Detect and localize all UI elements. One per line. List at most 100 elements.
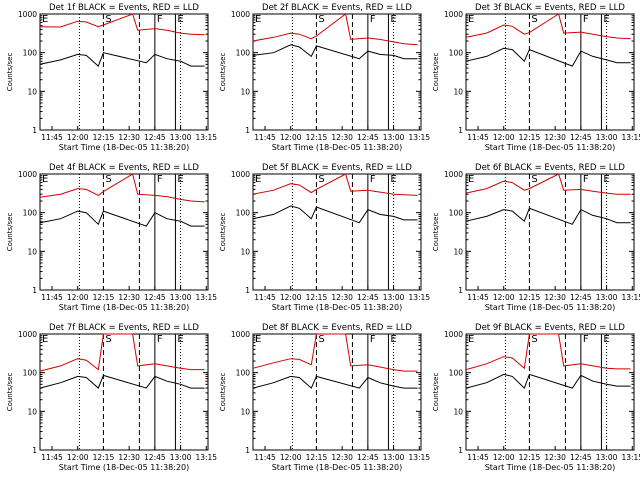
event-marker-label: E — [255, 14, 261, 25]
x-tick-label: 12:45 — [357, 133, 379, 142]
x-tick-label: 12:45 — [144, 293, 166, 302]
lld-series-line — [465, 13, 631, 40]
events-series-line — [252, 375, 418, 389]
x-tick-label: 12:00 — [493, 133, 515, 142]
event-marker-label: S — [105, 174, 111, 185]
event-marker-label: E — [390, 334, 396, 345]
x-axis-label: Start Time (18-Dec-05 11:38:20) — [272, 143, 403, 152]
y-tick-label: 1000 — [444, 10, 463, 19]
y-tick-label: 10 — [453, 407, 463, 416]
events-series-line — [39, 374, 205, 389]
x-tick-label: 12:30 — [544, 133, 566, 142]
x-tick-label: 13:15 — [408, 453, 430, 462]
events-series-line — [39, 210, 205, 227]
y-tick-label: 1 — [458, 126, 463, 135]
x-tick-label: 11:45 — [41, 133, 63, 142]
x-tick-label: 13:15 — [408, 133, 430, 142]
chart-title: Det 3f BLACK = Events, RED = LLD — [475, 3, 625, 13]
chart-title: Det 9f BLACK = Events, RED = LLD — [475, 323, 625, 333]
y-tick-label: 1000 — [231, 170, 250, 179]
event-marker-label: F — [583, 14, 589, 25]
x-tick-label: 13:00 — [383, 133, 405, 142]
x-tick-label: 11:45 — [254, 293, 276, 302]
y-axis-label: Counts/sec — [219, 213, 227, 252]
plot-frame — [252, 173, 422, 291]
y-tick-label: 1 — [458, 286, 463, 295]
x-tick-label: 12:00 — [493, 453, 515, 462]
event-marker-label: E — [42, 14, 48, 25]
event-marker-label: E — [42, 174, 48, 185]
x-tick-label: 11:45 — [467, 133, 489, 142]
event-marker-label: F — [157, 14, 163, 25]
event-marker-label: S — [531, 14, 537, 25]
x-tick-label: 12:45 — [357, 293, 379, 302]
y-tick-label: 10 — [27, 87, 37, 96]
x-tick-label: 12:00 — [280, 453, 302, 462]
x-axis-label: Start Time (18-Dec-05 11:38:20) — [485, 463, 616, 472]
plot-frame — [39, 333, 209, 451]
chart-title: Det 2f BLACK = Events, RED = LLD — [262, 3, 412, 13]
event-marker-label: E — [603, 14, 609, 25]
chart-title: Det 1f BLACK = Events, RED = LLD — [49, 3, 199, 13]
y-tick-label: 100 — [236, 209, 251, 218]
x-axis-label: Start Time (18-Dec-05 11:38:20) — [485, 303, 616, 312]
lld-series-line — [465, 333, 631, 371]
events-series-line — [252, 205, 418, 224]
x-axis-label: Start Time (18-Dec-05 11:38:20) — [59, 463, 190, 472]
x-tick-label: 12:15 — [93, 453, 115, 462]
chart-title: Det 6f BLACK = Events, RED = LLD — [475, 163, 625, 173]
x-tick-label: 12:00 — [67, 293, 89, 302]
x-tick-label: 12:15 — [93, 133, 115, 142]
event-marker-label: S — [105, 334, 111, 345]
event-marker-label: F — [157, 174, 163, 185]
x-tick-label: 12:15 — [306, 453, 328, 462]
event-marker-label: S — [318, 174, 324, 185]
event-marker-label: F — [157, 334, 163, 345]
x-tick-label: 12:30 — [331, 293, 353, 302]
plot-frame — [252, 333, 422, 451]
event-marker-label: E — [468, 334, 474, 345]
x-tick-label: 11:45 — [254, 453, 276, 462]
y-tick-label: 100 — [236, 49, 251, 58]
x-tick-label: 11:45 — [254, 133, 276, 142]
x-tick-label: 12:30 — [544, 453, 566, 462]
x-tick-label: 13:00 — [383, 453, 405, 462]
x-tick-label: 12:00 — [280, 133, 302, 142]
x-tick-label: 13:15 — [621, 133, 640, 142]
y-tick-label: 1 — [458, 446, 463, 455]
x-tick-label: 12:30 — [118, 293, 140, 302]
x-tick-label: 12:30 — [118, 133, 140, 142]
event-marker-label: F — [583, 334, 589, 345]
y-tick-label: 1000 — [444, 170, 463, 179]
event-marker-label: E — [42, 334, 48, 345]
plot-frame — [39, 173, 209, 291]
y-axis-label: Counts/sec — [6, 213, 14, 252]
plot-frame — [465, 13, 635, 131]
lld-series-line — [39, 13, 205, 36]
lld-series-line — [39, 173, 205, 203]
event-marker-label: S — [531, 334, 537, 345]
event-marker-label: S — [318, 334, 324, 345]
x-tick-label: 12:15 — [519, 453, 541, 462]
x-tick-label: 13:00 — [170, 133, 192, 142]
y-axis-label: Counts/sec — [219, 53, 227, 92]
x-tick-label: 12:00 — [67, 133, 89, 142]
y-axis-label: Counts/sec — [219, 373, 227, 412]
lld-series-line — [39, 333, 205, 372]
event-marker-label: S — [318, 14, 324, 25]
x-tick-label: 13:00 — [596, 133, 618, 142]
events-series-line — [252, 44, 418, 60]
x-tick-label: 11:45 — [41, 453, 63, 462]
x-tick-label: 12:30 — [118, 453, 140, 462]
lld-series-line — [252, 13, 418, 46]
y-tick-label: 100 — [23, 369, 38, 378]
event-marker-label: E — [603, 174, 609, 185]
x-axis-label: Start Time (18-Dec-05 11:38:20) — [272, 303, 403, 312]
chart-title: Det 5f BLACK = Events, RED = LLD — [262, 163, 412, 173]
y-tick-label: 1 — [245, 286, 250, 295]
event-marker-label: E — [468, 174, 474, 185]
x-tick-label: 13:00 — [383, 293, 405, 302]
x-tick-label: 13:15 — [195, 133, 217, 142]
x-tick-label: 12:15 — [306, 133, 328, 142]
